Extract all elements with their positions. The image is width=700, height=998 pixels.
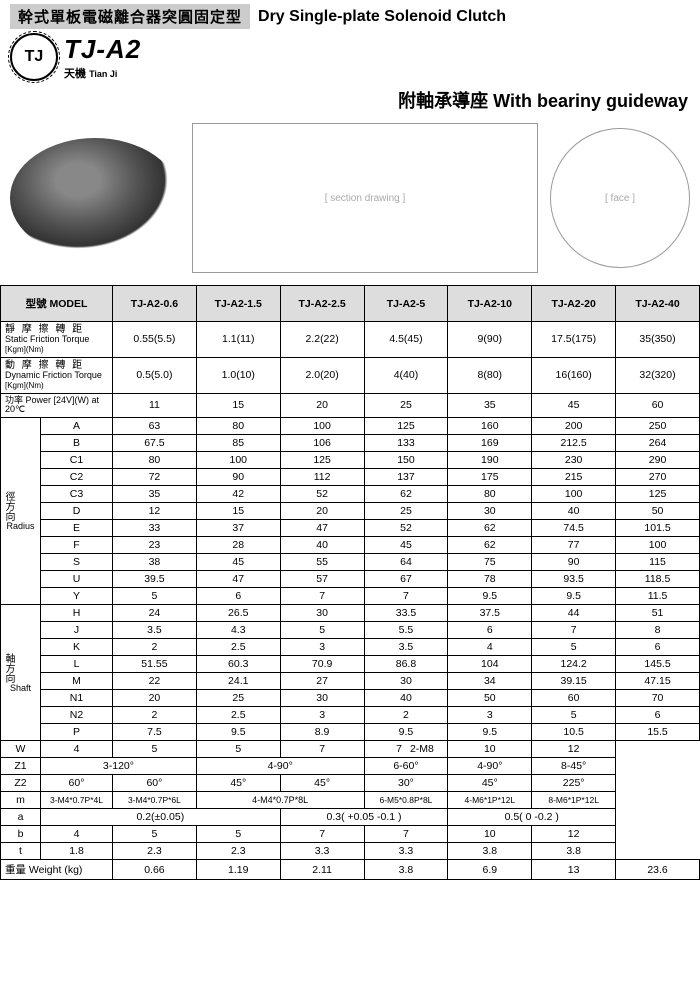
w-row: W 4 5 5 7 7 2-M8 10 12 <box>1 741 700 758</box>
model-header-row: 型號 MODEL TJ-A2-0.6 TJ-A2-1.5 TJ-A2-2.5 T… <box>1 286 700 322</box>
table-row: C27290112137175215270 <box>1 469 700 486</box>
z1-row: Z1 3-120° 4-90° 6-60° 4-90° 8-45° <box>1 758 700 775</box>
model-code: TJ-A2 <box>64 34 141 65</box>
param: S <box>41 554 113 571</box>
param: P <box>41 724 113 741</box>
power-row: 功率 Power [24V](W) at 20℃ 11 15 20 25 35 … <box>1 393 700 418</box>
subtitle-row: 附軸承導座 With beariny guideway <box>0 87 700 119</box>
z2-row: Z2 60° 60° 45° 45° 30° 45° 225° <box>1 775 700 792</box>
model-col: TJ-A2-1.5 <box>196 286 280 322</box>
table-row: K22.533.5456 <box>1 639 700 656</box>
weight-label: 重量 Weight (kg) <box>1 860 113 880</box>
b-row: b 4 5 5 7 7 10 12 <box>1 826 700 843</box>
table-row: D12152025304050 <box>1 503 700 520</box>
param: C1 <box>41 452 113 469</box>
param: M <box>41 673 113 690</box>
param: Y <box>41 588 113 605</box>
param: A <box>41 418 113 435</box>
m-row: m 3-M4*0.7P*4L 3-M4*0.7P*6L 4-M4*0.7P*8L… <box>1 792 700 809</box>
model-col: TJ-A2-2.5 <box>280 286 364 322</box>
header-row: 幹式單板電磁離合器突圓固定型 Dry Single-plate Solenoid… <box>0 0 700 33</box>
param: N2 <box>41 707 113 724</box>
table-row: M2224.127303439.1547.15 <box>1 673 700 690</box>
radius-body: 徑方向RadiusA6380100125160200250B67.5851061… <box>1 418 700 605</box>
param: t <box>1 843 41 860</box>
param: F <box>41 537 113 554</box>
subtitle-en: With beariny guideway <box>493 91 688 111</box>
table-row: J3.54.355.5678 <box>1 622 700 639</box>
table-row: P7.59.58.99.59.510.515.5 <box>1 724 700 741</box>
param: C2 <box>41 469 113 486</box>
table-row: C180100125150190230290 <box>1 452 700 469</box>
model-col: TJ-A2-10 <box>448 286 532 322</box>
model-col: TJ-A2-0.6 <box>113 286 197 322</box>
images-row: [ section drawing ] [ face ] <box>0 119 700 285</box>
model-col: TJ-A2-5 <box>364 286 448 322</box>
static-row: 靜 摩 擦 轉 距 Static Friction Torque [Kgm](N… <box>1 322 700 358</box>
param: U <box>41 571 113 588</box>
param: E <box>41 520 113 537</box>
param: a <box>1 809 41 826</box>
dynamic-row: 動 摩 擦 轉 距 Dynamic Friction Torque [Kgm](… <box>1 357 700 393</box>
param: C3 <box>41 486 113 503</box>
table-row: U39.54757677893.5118.5 <box>1 571 700 588</box>
shaft-body: 軸方向ShaftH2426.53033.537.54451J3.54.355.5… <box>1 605 700 741</box>
model-col: TJ-A2-20 <box>532 286 616 322</box>
param: K <box>41 639 113 656</box>
table-row: L51.5560.370.986.8104124.2145.5 <box>1 656 700 673</box>
table-row: N120253040506070 <box>1 690 700 707</box>
gear-logo-icon: TJ <box>10 33 58 81</box>
table-row: N222.532356 <box>1 707 700 724</box>
static-label: 靜 摩 擦 轉 距 Static Friction Torque [Kgm](N… <box>1 322 113 358</box>
table-row: Y56779.59.511.5 <box>1 588 700 605</box>
dynamic-label: 動 摩 擦 轉 距 Dynamic Friction Torque [Kgm](… <box>1 357 113 393</box>
face-diagram: [ face ] <box>550 128 690 268</box>
model-label: 型號 MODEL <box>1 286 113 322</box>
brand-text: TJ-A2 天機 Tian Ji <box>64 34 141 81</box>
brand-row: TJ TJ-A2 天機 Tian Ji <box>0 33 700 87</box>
param: b <box>1 826 41 843</box>
logo-text: TJ <box>25 48 44 66</box>
shaft-group-label: 軸方向Shaft <box>1 605 41 741</box>
table-row: 軸方向ShaftH2426.53033.537.54451 <box>1 605 700 622</box>
radius-group-label: 徑方向Radius <box>1 418 41 605</box>
table-row: F232840456277100 <box>1 537 700 554</box>
brand-cn: 天機 Tian Ji <box>64 65 141 81</box>
section-diagram: [ section drawing ] <box>192 123 538 273</box>
table-row: C33542526280100125 <box>1 486 700 503</box>
model-col: TJ-A2-40 <box>616 286 700 322</box>
param: B <box>41 435 113 452</box>
param: W <box>1 741 41 758</box>
product-photo <box>10 138 180 258</box>
param: L <box>41 656 113 673</box>
param: D <box>41 503 113 520</box>
param: H <box>41 605 113 622</box>
weight-row: 重量 Weight (kg) 0.66 1.19 2.11 3.8 6.9 13… <box>1 860 700 880</box>
power-label: 功率 Power [24V](W) at 20℃ <box>1 393 113 418</box>
param: Z1 <box>1 758 41 775</box>
param: m <box>1 792 41 809</box>
param: N1 <box>41 690 113 707</box>
title-cn: 幹式單板電磁離合器突圓固定型 <box>10 4 250 29</box>
table-row: S384555647590115 <box>1 554 700 571</box>
t-row: t 1.8 2.3 2.3 3.3 3.3 3.8 3.8 <box>1 843 700 860</box>
title-en: Dry Single-plate Solenoid Clutch <box>258 8 506 26</box>
table-row: E333747526274.5101.5 <box>1 520 700 537</box>
spec-table: 型號 MODEL TJ-A2-0.6 TJ-A2-1.5 TJ-A2-2.5 T… <box>0 285 700 880</box>
param: Z2 <box>1 775 41 792</box>
subtitle-cn: 附軸承導座 <box>398 91 488 111</box>
table-row: 徑方向RadiusA6380100125160200250 <box>1 418 700 435</box>
param: J <box>41 622 113 639</box>
a-row: a 0.2(±0.05) 0.3( +0.05 -0.1 ) 0.5( 0 -0… <box>1 809 700 826</box>
table-row: B67.585106133169212.5264 <box>1 435 700 452</box>
